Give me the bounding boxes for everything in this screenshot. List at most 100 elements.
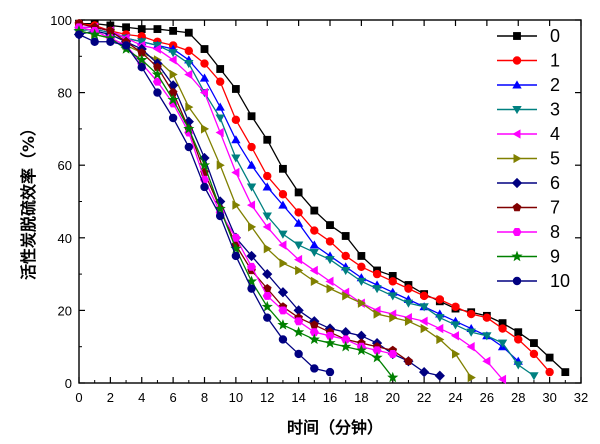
data-point: [482, 332, 492, 341]
data-point: [200, 182, 209, 192]
data-point: [293, 218, 304, 227]
data-point: [231, 251, 241, 261]
data-point: [435, 314, 445, 323]
legend-marker: [512, 202, 522, 212]
data-point: [294, 317, 304, 326]
data-point: [262, 212, 272, 221]
data-point: [293, 241, 304, 250]
data-point: [183, 123, 195, 134]
data-point: [341, 232, 350, 240]
data-point: [340, 340, 352, 352]
data-point: [372, 285, 382, 294]
legend-marker: [513, 153, 522, 164]
data-point: [561, 368, 570, 377]
data-point: [184, 69, 193, 80]
data-point: [184, 60, 194, 69]
data-point: [246, 183, 257, 192]
data-point: [153, 25, 162, 33]
legend-label: 3: [550, 100, 560, 120]
data-point: [279, 164, 287, 173]
data-point: [232, 200, 241, 210]
series-line-8: [78, 26, 393, 355]
data-point: [325, 367, 335, 377]
legend-label: 7: [550, 198, 560, 218]
data-point: [137, 62, 146, 72]
data-point: [356, 277, 367, 286]
data-point: [231, 167, 240, 178]
data-point: [419, 291, 429, 301]
x-tick-label: 6: [170, 390, 177, 405]
data-point: [262, 182, 272, 191]
y-tick-label: 60: [58, 158, 72, 173]
data-point: [373, 309, 382, 319]
data-point: [387, 371, 399, 383]
legend-item-3: 3: [497, 100, 560, 120]
data-point: [278, 200, 288, 209]
legend-item-6: 6: [497, 173, 560, 193]
x-tick-label: 12: [260, 390, 274, 405]
legend-label: 8: [550, 222, 560, 242]
data-point: [215, 114, 225, 123]
data-point: [167, 94, 179, 105]
legend-item-4: 4: [497, 124, 560, 144]
data-point: [436, 334, 445, 345]
data-point: [263, 313, 272, 322]
data-point: [434, 370, 445, 381]
data-point: [466, 342, 475, 352]
data-point: [201, 124, 210, 134]
data-point: [247, 284, 256, 293]
data-point: [326, 283, 335, 294]
data-point: [513, 361, 523, 370]
legend: 0 1 2 3 4 5 6 7 8 9 10: [497, 26, 570, 291]
data-point: [200, 59, 209, 68]
legend-marker: [513, 32, 521, 40]
data-point: [450, 321, 461, 330]
legend-item-0: 0: [497, 26, 560, 46]
data-point: [152, 44, 161, 54]
data-point: [435, 295, 445, 304]
y-tick-label: 40: [58, 231, 72, 246]
data-point: [514, 328, 523, 337]
series-6: [73, 25, 445, 381]
data-point: [153, 88, 162, 97]
series-line-5: [78, 30, 472, 378]
x-axis-title: 时间（分钟）: [287, 418, 383, 437]
x-tick-label: 20: [386, 390, 400, 405]
legend-marker: [512, 80, 522, 89]
data-point: [246, 160, 257, 169]
x-tick-label: 14: [291, 390, 305, 405]
data-point: [74, 30, 84, 39]
data-point: [435, 323, 444, 334]
data-point: [389, 312, 398, 323]
data-point: [419, 366, 430, 378]
data-point: [482, 356, 491, 366]
data-point: [341, 266, 351, 276]
data-point: [372, 346, 382, 355]
data-point: [278, 230, 288, 239]
data-point: [293, 305, 304, 316]
legend-item-9: 9: [497, 247, 560, 267]
data-point: [246, 250, 257, 262]
data-point: [309, 240, 319, 249]
legend-marker: [512, 56, 522, 65]
legend-item-5: 5: [497, 149, 560, 169]
data-point: [341, 251, 350, 261]
x-tick-label: 26: [480, 390, 494, 405]
data-point: [184, 142, 194, 152]
data-point: [482, 313, 492, 322]
data-point: [263, 135, 272, 144]
data-point: [215, 77, 225, 86]
data-point: [279, 258, 288, 268]
legend-label: 4: [550, 124, 560, 144]
data-point: [497, 374, 507, 385]
legend-marker: [512, 129, 521, 139]
data-point: [215, 102, 225, 111]
data-point: [357, 298, 366, 308]
x-tick-label: 30: [542, 390, 556, 405]
x-tick-label: 22: [417, 390, 431, 405]
y-tick-label: 0: [65, 376, 72, 391]
data-point: [247, 142, 256, 152]
legend-marker: [511, 177, 523, 189]
data-point: [231, 85, 240, 93]
data-point: [356, 330, 367, 341]
